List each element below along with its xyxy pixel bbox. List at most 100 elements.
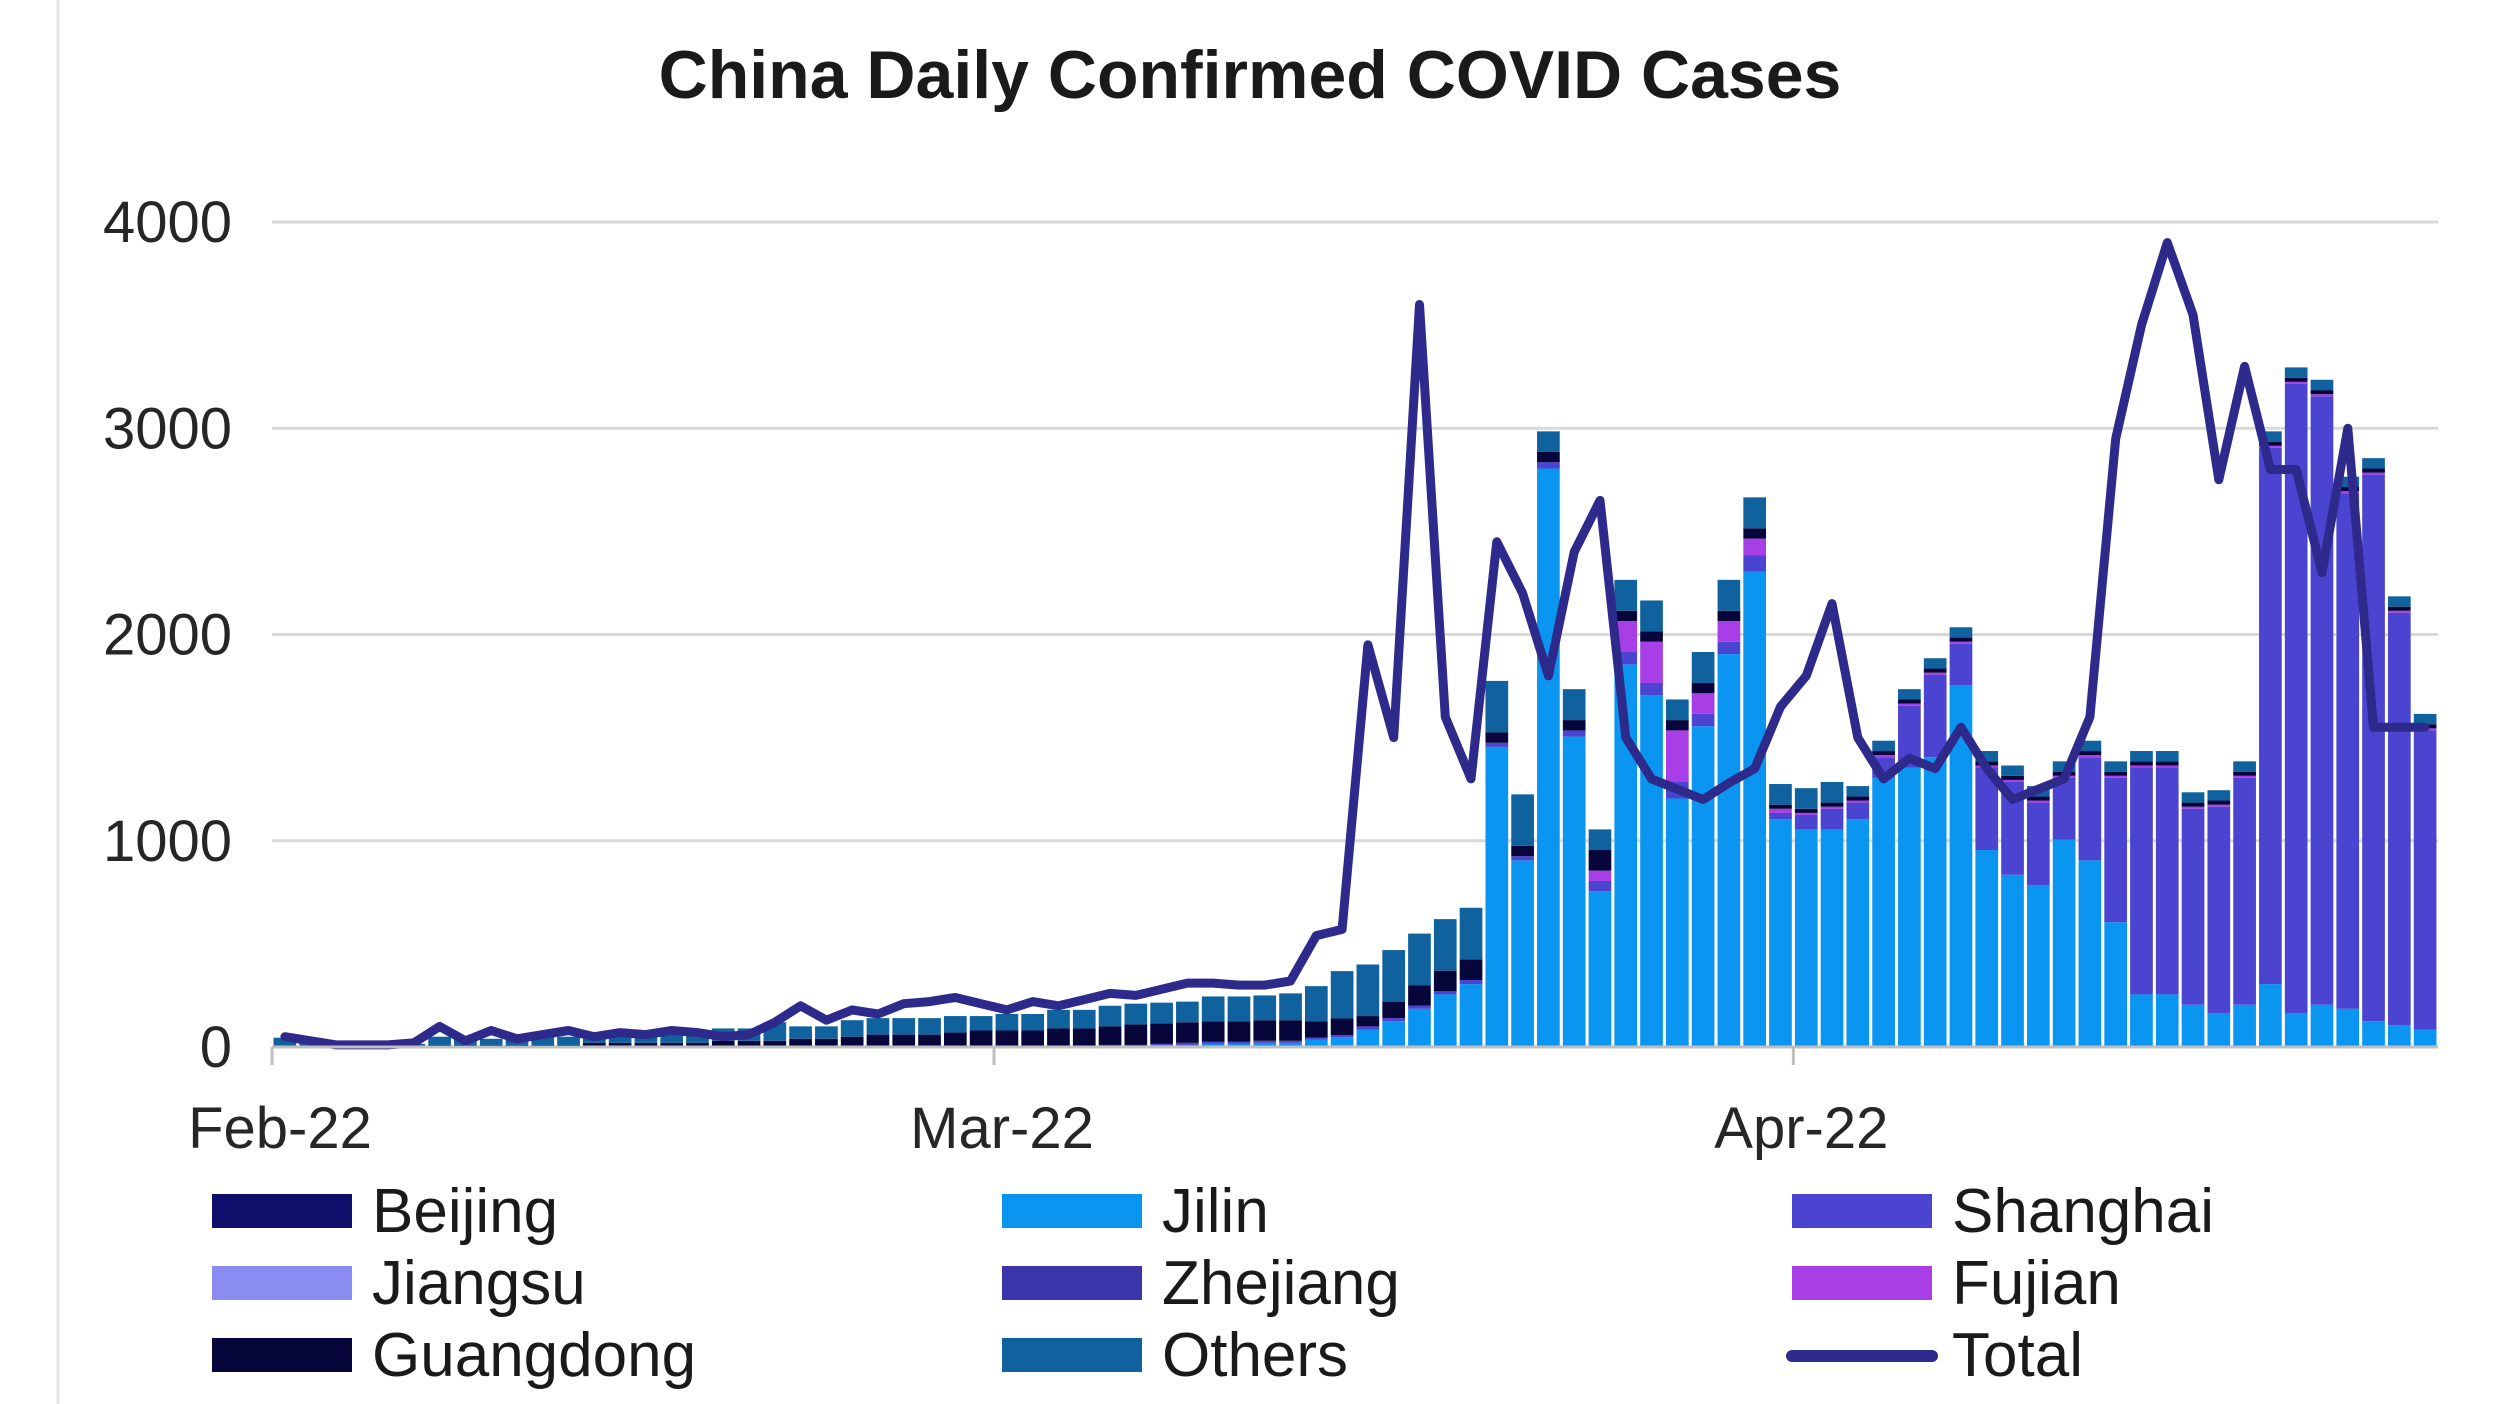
bar-others-2022-03-21 — [1511, 794, 1534, 846]
bar-others-2022-03-13 — [1304, 986, 1328, 1022]
bar-fujian-2022-04-14 — [2130, 765, 2153, 768]
axes: 0 1000 2000 3000 4000 Feb-22 Mar-22 Apr-22 — [103, 190, 2438, 1161]
bar-guangdong-2022-04-12 — [2078, 751, 2102, 756]
bar-jilin-2022-03-29 — [1717, 654, 1741, 1046]
legend-label-jiangsu: Jiangsu — [372, 1249, 586, 1318]
bar-guangdong-2022-03-03 — [1047, 1028, 1070, 1047]
bar-others-2022-03-01 — [995, 1014, 1019, 1031]
x-tick-label: Feb-22 — [188, 1096, 372, 1161]
bar-others-2022-03-02 — [1021, 1014, 1045, 1031]
bar-fujian-2022-04-20 — [2284, 381, 2308, 384]
bar-others-2022-02-16 — [660, 1032, 684, 1043]
bar-shanghai-2022-03-17 — [1408, 1005, 1431, 1009]
bar-others-2022-03-18 — [1433, 919, 1457, 971]
bar-guangdong-2022-02-20 — [763, 1040, 787, 1047]
bar-guangdong-2022-02-25 — [892, 1034, 916, 1047]
bar-shanghai-2022-03-31 — [1769, 812, 1792, 820]
bar-jilin-2022-04-20 — [2284, 1012, 2308, 1046]
bar-shanghai-2022-03-21 — [1511, 856, 1534, 861]
bar-shanghai-2022-04-19 — [2259, 447, 2282, 985]
bar-others-2022-03-06 — [1124, 1003, 1148, 1025]
bar-others-2022-04-17 — [2207, 790, 2231, 801]
bar-guangdong-2022-03-21 — [1511, 845, 1534, 857]
legend-swatch-others — [1002, 1338, 1142, 1372]
legend-swatch-shanghai — [1792, 1194, 1932, 1228]
bar-others-2022-03-04 — [1072, 1009, 1096, 1029]
bar-shanghai-2022-03-11 — [1253, 1040, 1277, 1043]
bar-guangdong-2022-03-27 — [1665, 720, 1689, 731]
bar-shanghai-2022-04-07 — [1949, 643, 1973, 686]
bar-others-2022-03-16 — [1382, 950, 1406, 1002]
bar-jilin-2022-04-12 — [2078, 860, 2102, 1046]
bar-others-2022-03-07 — [1150, 1002, 1173, 1024]
bar-others-2022-02-07 — [428, 1036, 451, 1045]
bar-others-2022-03-09 — [1201, 996, 1225, 1022]
bar-guangdong-2022-04-05 — [1898, 699, 1921, 704]
bar-fujian-2022-04-23 — [2362, 472, 2385, 475]
bar-guangdong-2022-03-22 — [1537, 451, 1560, 463]
bar-others-2022-04-08 — [1975, 751, 1999, 762]
bar-shanghai-2022-03-30 — [1743, 555, 1767, 572]
bar-shanghai-2022-04-16 — [2181, 808, 2205, 1005]
bar-others-2022-02-01 — [273, 1037, 297, 1046]
bar-jilin-2022-03-19 — [1459, 984, 1483, 1046]
bar-guangdong-2022-02-17 — [686, 1042, 709, 1047]
bar-jilin-2022-04-08 — [1975, 850, 1999, 1046]
bar-guangdong-2022-02-26 — [918, 1034, 941, 1047]
bar-jilin-2022-03-25 — [1614, 664, 1638, 1046]
total-line-layer — [280, 238, 2430, 1050]
bar-guangdong-2022-02-14 — [608, 1042, 632, 1047]
bar-others-2022-02-11 — [531, 1036, 555, 1045]
bar-fujian-2022-04-16 — [2181, 806, 2205, 809]
bar-jilin-2022-03-17 — [1408, 1008, 1431, 1046]
bar-others-2022-02-27 — [943, 1016, 967, 1033]
bar-guangdong-2022-02-28 — [969, 1030, 993, 1047]
bar-shanghai-2022-04-22 — [2336, 493, 2360, 1009]
bar-others-2022-04-03 — [1846, 786, 1870, 797]
bar-guangdong-2022-02-16 — [660, 1042, 684, 1047]
legend: Beijing Jilin Shanghai Jiangsu Zhejiang Fujia… — [212, 1177, 2214, 1390]
legend-label-guangdong: Guangdong — [372, 1321, 696, 1390]
legend-label-shanghai: Shanghai — [1952, 1177, 2214, 1246]
bar-jilin-2022-03-28 — [1691, 726, 1715, 1046]
legend-swatch-zhejiang — [1002, 1266, 1142, 1300]
bar-shanghai-2022-03-20 — [1485, 742, 1509, 747]
bar-guangdong-2022-02-22 — [815, 1038, 838, 1047]
bar-shanghai-2022-04-15 — [2155, 767, 2179, 995]
bar-others-2022-04-07 — [1949, 627, 1973, 638]
bar-fujian-2022-04-22 — [2336, 491, 2360, 494]
bar-shanghai-2022-03-08 — [1176, 1042, 1199, 1045]
bar-guangdong-2022-03-04 — [1072, 1028, 1096, 1047]
bar-others-2022-04-02 — [1820, 781, 1844, 803]
bar-others-2022-03-03 — [1047, 1009, 1070, 1029]
bar-jilin-2022-03-12 — [1279, 1042, 1302, 1047]
bar-guangdong-2022-02-27 — [943, 1032, 967, 1047]
bar-guangdong-2022-03-18 — [1433, 970, 1457, 992]
bar-fujian-2022-04-02 — [1820, 806, 1844, 809]
bar-jilin-2022-04-25 — [2413, 1029, 2437, 1046]
bar-shanghai-2022-04-13 — [2104, 777, 2128, 923]
bar-guangdong-2022-03-17 — [1408, 985, 1431, 1006]
bar-fujian-2022-04-21 — [2310, 394, 2334, 397]
bar-fujian-2022-03-24 — [1588, 870, 1612, 881]
bar-guangdong-2022-03-02 — [1021, 1030, 1045, 1047]
legend-label-jilin: Jilin — [1162, 1177, 1269, 1246]
bar-jilin-2022-04-01 — [1794, 829, 1818, 1046]
legend-swatch-jiangsu — [212, 1266, 352, 1300]
bar-jilin-2022-03-10 — [1227, 1043, 1251, 1047]
bar-fujian-2022-03-30 — [1743, 538, 1767, 556]
bar-guangdong-2022-03-13 — [1304, 1021, 1328, 1038]
bar-guangdong-2022-03-23 — [1562, 720, 1586, 731]
bar-others-2022-03-31 — [1769, 784, 1792, 805]
legend-swatch-guangdong — [212, 1338, 352, 1372]
bar-shanghai-2022-04-12 — [2078, 757, 2102, 861]
bar-jilin-2022-04-16 — [2181, 1004, 2205, 1046]
bar-guangdong-2022-03-29 — [1717, 610, 1741, 622]
x-tick-label: Mar-22 — [910, 1096, 1094, 1161]
bar-guangdong-2022-04-03 — [1846, 796, 1870, 801]
bar-others-2022-03-22 — [1537, 431, 1560, 452]
bar-shanghai-2022-03-29 — [1717, 641, 1741, 655]
bar-jilin-2022-04-07 — [1949, 685, 1973, 1046]
bar-jilin-2022-04-13 — [2104, 922, 2128, 1046]
